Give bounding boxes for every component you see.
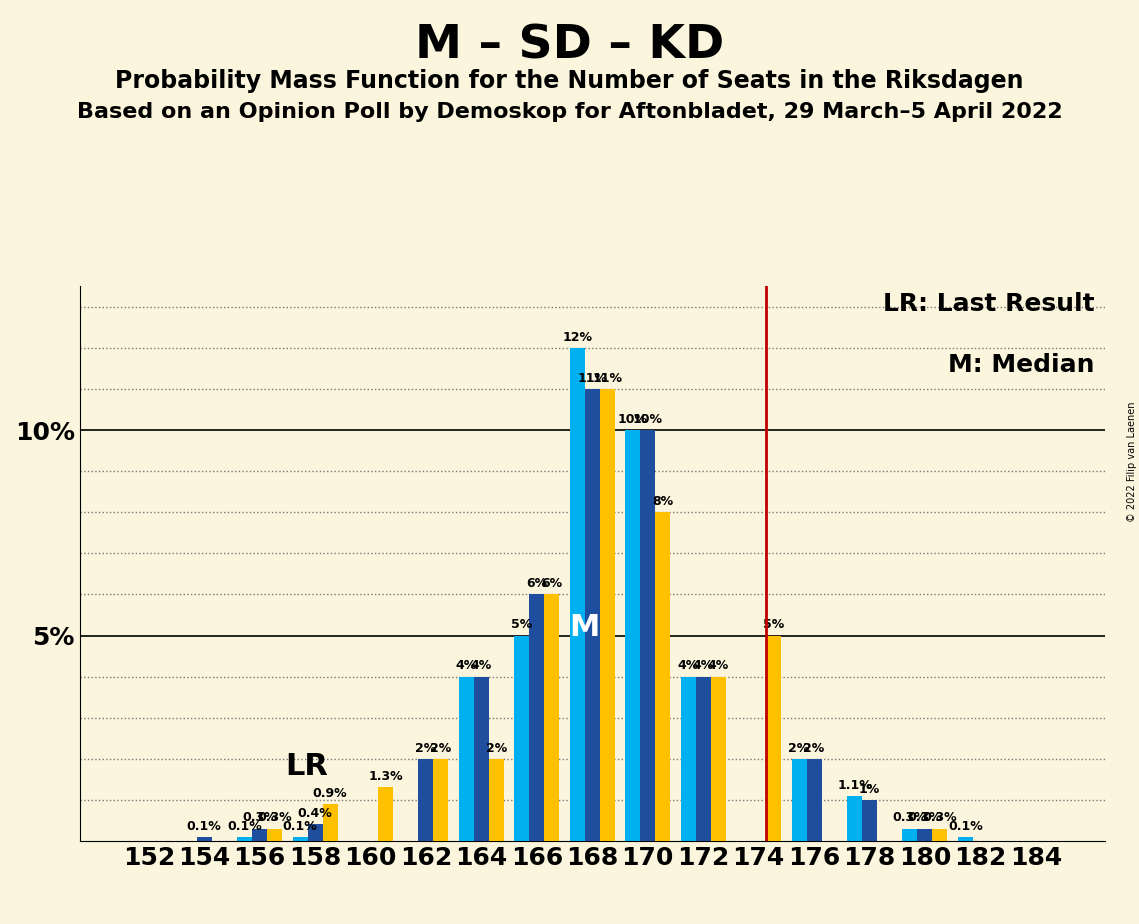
Text: 10%: 10% — [633, 413, 663, 426]
Text: 1.3%: 1.3% — [368, 771, 403, 784]
Bar — [474, 676, 489, 841]
Bar — [862, 800, 877, 841]
Bar — [418, 759, 434, 841]
Bar — [584, 389, 600, 841]
Bar — [847, 796, 862, 841]
Bar — [308, 824, 322, 841]
Bar — [515, 636, 530, 841]
Text: 10%: 10% — [617, 413, 648, 426]
Bar — [237, 837, 252, 841]
Bar — [197, 837, 212, 841]
Text: 4%: 4% — [470, 660, 492, 673]
Text: 4%: 4% — [693, 660, 714, 673]
Text: 0.1%: 0.1% — [187, 820, 222, 833]
Text: 5%: 5% — [511, 618, 533, 631]
Bar — [696, 676, 711, 841]
Text: 8%: 8% — [653, 495, 673, 508]
Bar — [252, 829, 268, 841]
Text: 12%: 12% — [563, 331, 592, 344]
Text: 4%: 4% — [456, 660, 477, 673]
Bar — [917, 829, 933, 841]
Text: M: M — [570, 613, 600, 642]
Bar — [625, 431, 640, 841]
Text: 0.3%: 0.3% — [257, 811, 292, 824]
Text: LR: Last Result: LR: Last Result — [883, 292, 1095, 316]
Text: 0.1%: 0.1% — [282, 820, 318, 833]
Text: 5%: 5% — [763, 618, 784, 631]
Text: 1.1%: 1.1% — [837, 779, 871, 792]
Bar — [792, 759, 806, 841]
Text: M: Median: M: Median — [948, 353, 1095, 377]
Bar — [544, 594, 559, 841]
Text: LR: LR — [285, 752, 328, 782]
Bar — [681, 676, 696, 841]
Text: 2%: 2% — [788, 742, 810, 755]
Bar — [293, 837, 308, 841]
Text: 4%: 4% — [707, 660, 729, 673]
Bar — [378, 787, 393, 841]
Text: 0.3%: 0.3% — [243, 811, 277, 824]
Bar — [933, 829, 948, 841]
Bar — [711, 676, 726, 841]
Bar — [806, 759, 821, 841]
Bar — [322, 804, 337, 841]
Bar — [640, 431, 655, 841]
Bar — [655, 512, 670, 841]
Bar — [600, 389, 615, 841]
Bar — [489, 759, 503, 841]
Text: 0.1%: 0.1% — [228, 820, 262, 833]
Text: 0.1%: 0.1% — [948, 820, 983, 833]
Text: 6%: 6% — [541, 578, 563, 590]
Text: 2%: 2% — [416, 742, 436, 755]
Text: 0.9%: 0.9% — [313, 786, 347, 800]
Text: 2%: 2% — [431, 742, 451, 755]
Text: 0.3%: 0.3% — [893, 811, 927, 824]
Bar — [902, 829, 917, 841]
Text: 4%: 4% — [678, 660, 699, 673]
Text: © 2022 Filip van Laenen: © 2022 Filip van Laenen — [1126, 402, 1137, 522]
Text: Based on an Opinion Poll by Demoskop for Aftonbladet, 29 March–5 April 2022: Based on an Opinion Poll by Demoskop for… — [76, 102, 1063, 122]
Text: 0.3%: 0.3% — [908, 811, 942, 824]
Text: 2%: 2% — [803, 742, 825, 755]
Text: 1%: 1% — [859, 783, 880, 796]
Text: 6%: 6% — [526, 578, 548, 590]
Bar — [268, 829, 282, 841]
Text: 0.3%: 0.3% — [923, 811, 957, 824]
Bar — [434, 759, 449, 841]
Bar — [958, 837, 973, 841]
Bar — [530, 594, 544, 841]
Text: M – SD – KD: M – SD – KD — [415, 23, 724, 68]
Text: 11%: 11% — [577, 372, 607, 385]
Text: Probability Mass Function for the Number of Seats in the Riksdagen: Probability Mass Function for the Number… — [115, 69, 1024, 93]
Text: 2%: 2% — [485, 742, 507, 755]
Bar — [570, 348, 584, 841]
Bar — [767, 636, 781, 841]
Text: 11%: 11% — [592, 372, 622, 385]
Bar — [459, 676, 474, 841]
Text: 0.4%: 0.4% — [297, 808, 333, 821]
